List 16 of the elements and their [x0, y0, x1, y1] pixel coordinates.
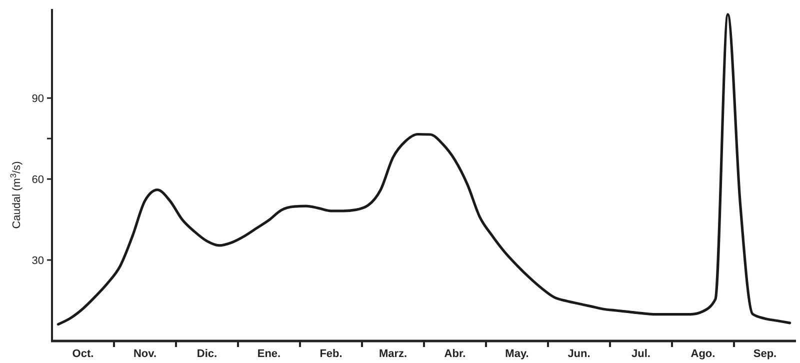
- x-tick-label: Feb.: [320, 348, 342, 360]
- x-tick-label: Sep.: [753, 348, 777, 360]
- x-tick-label: Marz.: [378, 348, 408, 360]
- x-tick-label: Nov.: [133, 348, 157, 360]
- x-tick-label: Dic.: [196, 348, 218, 360]
- y-tick-label: 90: [32, 92, 44, 105]
- x-tick-label: Abr.: [444, 348, 466, 360]
- x-tick-label: Jun.: [568, 348, 590, 360]
- x-tick-label: Oct.: [72, 348, 94, 360]
- x-tick-label: Ago.: [690, 348, 716, 360]
- y-tick-label: 30: [32, 254, 44, 267]
- x-tick-label: May.: [505, 348, 529, 360]
- x-tick-label: Ene.: [257, 348, 281, 360]
- x-tick-label: Jul.: [632, 348, 650, 360]
- line-series: [56, 13, 792, 326]
- y-tick-label: 60: [32, 174, 44, 186]
